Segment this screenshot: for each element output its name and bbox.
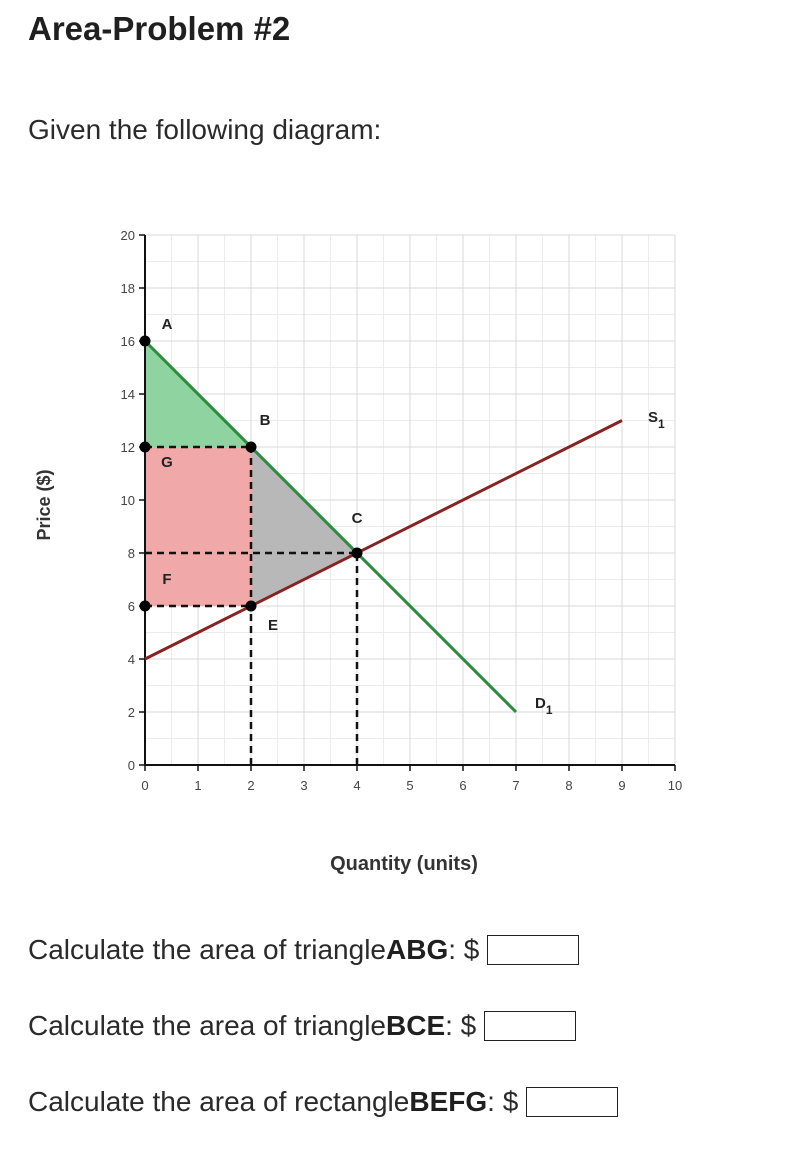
y-tick-label: 20 bbox=[121, 228, 135, 243]
x-tick-label: 5 bbox=[406, 778, 413, 793]
question-bce-shape: BCE bbox=[386, 1010, 446, 1041]
y-tick-label: 8 bbox=[128, 546, 135, 561]
curve-label-d1: D1 bbox=[535, 695, 553, 717]
point-label-a: A bbox=[162, 316, 173, 333]
x-axis-title: Quantity (units) bbox=[330, 853, 478, 875]
question-befg-suffix: : $ bbox=[487, 1086, 519, 1117]
x-tick-label: 6 bbox=[459, 778, 466, 793]
point-f bbox=[139, 600, 151, 612]
answer-input-befg[interactable] bbox=[526, 1087, 619, 1117]
answer-input-bce[interactable] bbox=[484, 1011, 577, 1041]
point-label-c: C bbox=[352, 510, 363, 527]
y-tick-label: 16 bbox=[121, 334, 135, 349]
x-tick-label: 8 bbox=[565, 778, 572, 793]
page-title: Area-Problem #2 bbox=[28, 10, 291, 47]
y-tick-label: 14 bbox=[121, 387, 135, 402]
question-befg-prefix: Calculate the area of rectangle bbox=[28, 1086, 410, 1117]
point-c bbox=[351, 547, 363, 559]
curve-label-s1: S1 bbox=[648, 409, 665, 431]
point-label-g: G bbox=[161, 454, 173, 471]
x-tick-label: 9 bbox=[618, 778, 625, 793]
x-tick-label: 10 bbox=[668, 778, 682, 793]
question-bce-suffix: : $ bbox=[445, 1010, 477, 1041]
y-tick-label: 6 bbox=[128, 599, 135, 614]
region-befg bbox=[145, 447, 251, 606]
y-tick-label: 12 bbox=[121, 440, 135, 455]
point-label-b: B bbox=[260, 412, 271, 429]
x-tick-label: 4 bbox=[353, 778, 360, 793]
point-g bbox=[139, 441, 151, 453]
curve-s1 bbox=[144, 419, 623, 661]
point-label-e: E bbox=[268, 617, 278, 634]
question-abg-suffix: : $ bbox=[448, 934, 480, 965]
curve-d1 bbox=[143, 339, 518, 714]
y-tick-label: 18 bbox=[121, 281, 135, 296]
question-bce: Calculate the area of triangle BCE: $ bbox=[28, 1010, 577, 1042]
question-abg: Calculate the area of triangle ABG: $ bbox=[28, 934, 580, 966]
x-tick-label: 1 bbox=[194, 778, 201, 793]
x-tick-label: 0 bbox=[141, 778, 148, 793]
x-tick-label: 3 bbox=[300, 778, 307, 793]
y-tick-label: 2 bbox=[128, 705, 135, 720]
point-label-f: F bbox=[162, 571, 171, 588]
point-a bbox=[139, 335, 151, 347]
question-bce-prefix: Calculate the area of triangle bbox=[28, 1010, 386, 1041]
x-tick-label: 7 bbox=[512, 778, 519, 793]
question-abg-prefix: Calculate the area of triangle bbox=[28, 934, 386, 965]
y-tick-label: 0 bbox=[128, 758, 135, 773]
question-abg-shape: ABG bbox=[386, 934, 449, 965]
intro-text: Given the following diagram: bbox=[28, 114, 382, 145]
y-tick-label: 4 bbox=[128, 652, 135, 667]
y-axis-title: Price ($) bbox=[34, 469, 54, 540]
answer-input-abg[interactable] bbox=[487, 935, 580, 965]
point-e bbox=[245, 600, 257, 612]
y-tick-label: 10 bbox=[121, 493, 135, 508]
x-tick-label: 2 bbox=[247, 778, 254, 793]
question-befg: Calculate the area of rectangle BEFG: $ bbox=[28, 1086, 619, 1118]
question-befg-shape: BEFG bbox=[409, 1086, 488, 1117]
point-b bbox=[245, 441, 257, 453]
